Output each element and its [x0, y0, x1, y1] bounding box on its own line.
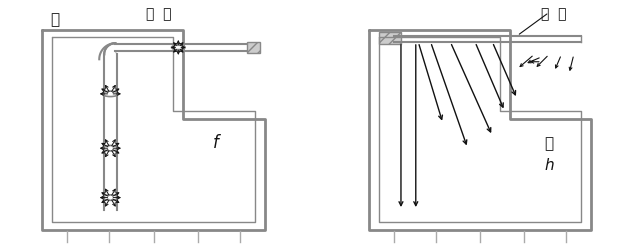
Bar [379, 32, 401, 44]
Text: 管  道: 管 道 [146, 7, 172, 21]
Text: 管  道: 管 道 [541, 7, 567, 21]
Bar [248, 42, 260, 53]
Text: 良: 良 [545, 136, 554, 151]
Text: 良: 良 [50, 12, 59, 27]
Text: f: f [212, 134, 218, 152]
Text: h: h [545, 158, 554, 173]
